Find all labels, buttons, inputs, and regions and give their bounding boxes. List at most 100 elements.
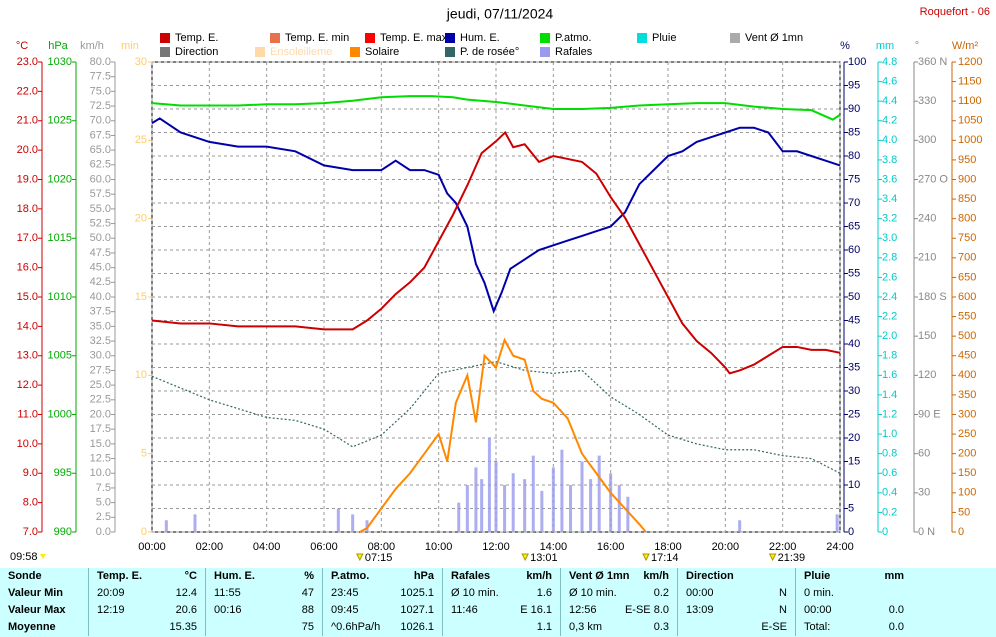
chart: jeudi, 07/11/2024 Roquefort - 06 09:58 °… (10, 6, 990, 564)
y-tick-label: 2.4 (882, 291, 897, 303)
y-tick-label: 850 (958, 193, 976, 205)
legend-label: Ensoleilleme (270, 46, 332, 58)
table-cell: ^0.6hPa/h 1026.1 (322, 619, 442, 636)
table-cell: 12:56 E-SE 8.0 (560, 602, 677, 619)
bar (540, 490, 544, 532)
marker (356, 553, 364, 562)
cell-text: Hum. E. (214, 570, 255, 582)
y-tick-label: 150 (918, 330, 936, 342)
axis-unit: km/h (80, 40, 104, 52)
bar (626, 496, 630, 532)
day-length: 09:58 (10, 551, 38, 563)
cell-text: 0.2 (653, 587, 669, 599)
cell-text: km/h (643, 570, 669, 582)
y-tick-label: 1025 (48, 115, 72, 127)
bar (551, 467, 555, 532)
marker (768, 553, 777, 562)
y-tick-label: 80 (848, 150, 860, 162)
y-tick-label: 3.8 (882, 154, 897, 166)
cell-text: 1026.1 (400, 621, 434, 633)
y-tick-label: 300 (958, 408, 976, 420)
cell-text: Ø 10 min. (569, 587, 617, 599)
series-line (151, 117, 841, 314)
y-tick-label: 1200 (958, 56, 982, 68)
y-tick-label: 72.5 (90, 100, 111, 112)
legend-swatch (730, 33, 740, 43)
table-cell: Pluie mm (795, 568, 912, 585)
bar (465, 485, 469, 532)
y-tick-label: 180 S (918, 291, 947, 303)
y-tick-label: 14.0 (17, 320, 38, 332)
y-tick-label: 2.8 (882, 252, 897, 264)
series-line (151, 130, 841, 375)
legend-label: P.atmo. (555, 32, 592, 44)
series-line (359, 337, 647, 533)
sun-icon (40, 554, 46, 559)
bar (487, 437, 491, 532)
table-cell: 11:46 E 16.1 (442, 602, 560, 619)
x-tick-label: 08:00 (368, 541, 396, 553)
table-cell: Moyenne (0, 619, 88, 636)
cell-text: 00:00 (686, 587, 714, 599)
cell-text: km/h (526, 570, 552, 582)
y-tick-label: 360 N (918, 56, 947, 68)
y-tick-label: 1015 (48, 232, 72, 244)
x-tick-label: 14:00 (540, 541, 568, 553)
cell-text: 23:45 (331, 587, 359, 599)
cell-text: 0,3 km (569, 621, 603, 633)
series-line (151, 361, 841, 474)
table-cell: Valeur Max (0, 602, 88, 619)
y-tick-label: 12.0 (17, 379, 38, 391)
table-cell: 23:45 1025.1 (322, 585, 442, 602)
y-tick-label: 50 (848, 291, 860, 303)
bar (569, 485, 573, 532)
cell-text: 09:45 (331, 604, 359, 616)
cell-text: 0 min. (804, 587, 834, 599)
cell-text: Moyenne (8, 621, 56, 633)
y-tick-label: 90 E (918, 408, 941, 420)
table-row: Valeur Min 20:09 12.4 11:55 47 23:45 1025.1 Ø 1… (0, 585, 996, 602)
cell-text: 1027.1 (400, 604, 434, 616)
y-tick-label: 650 (958, 271, 976, 283)
y-tick-label: 330 (918, 95, 936, 107)
y-tick-label: 37.5 (90, 306, 111, 318)
bar (523, 479, 527, 532)
legend-label: Rafales (555, 46, 593, 58)
y-tick-label: 23.0 (17, 56, 38, 68)
legend-swatch (365, 33, 375, 43)
y-tick-label: 20.0 (90, 408, 111, 420)
cell-text: P.atmo. (331, 570, 370, 582)
bar (531, 455, 535, 532)
cell-text: 11:55 (214, 587, 241, 599)
bar (597, 455, 601, 532)
y-tick-label: 40.0 (90, 291, 111, 303)
table-cell: 00:16 88 (205, 602, 322, 619)
x-tick-label: 12:00 (482, 541, 510, 553)
cell-text: 88 (301, 604, 314, 616)
table-row: Valeur Max 12:19 20.6 00:16 88 09:45 1027.1 11:… (0, 602, 996, 619)
y-tick-label: 250 (958, 428, 976, 440)
cell-text: mm (884, 570, 904, 582)
cell-text: 11:46 (451, 604, 478, 616)
axis-unit: °C (16, 40, 28, 52)
marker-label: 13:01 (530, 552, 558, 564)
y-tick-label: 90 (848, 103, 860, 115)
x-tick-label: 20:00 (712, 541, 740, 553)
legend-swatch (445, 33, 455, 43)
marker (642, 553, 650, 562)
y-tick-label: 2.6 (882, 271, 897, 283)
bar (457, 502, 461, 532)
y-tick-label: 52.5 (90, 217, 111, 229)
table-cell: 20:09 12.4 (88, 585, 205, 602)
y-tick-label: 4.6 (882, 75, 897, 87)
y-tick-label: 0.8 (882, 448, 897, 460)
table-cell: Sonde (0, 568, 88, 585)
y-tick-label: 3.0 (882, 232, 897, 244)
y-tick-label: 15.0 (90, 438, 111, 450)
cell-text: 20:09 (97, 587, 125, 599)
legend-label: Pluie (652, 32, 676, 44)
y-tick-label: 22.0 (17, 85, 38, 97)
marker-label: 17:14 (651, 552, 679, 564)
cell-text: % (304, 570, 314, 582)
y-tick-label: 1.0 (882, 428, 897, 440)
